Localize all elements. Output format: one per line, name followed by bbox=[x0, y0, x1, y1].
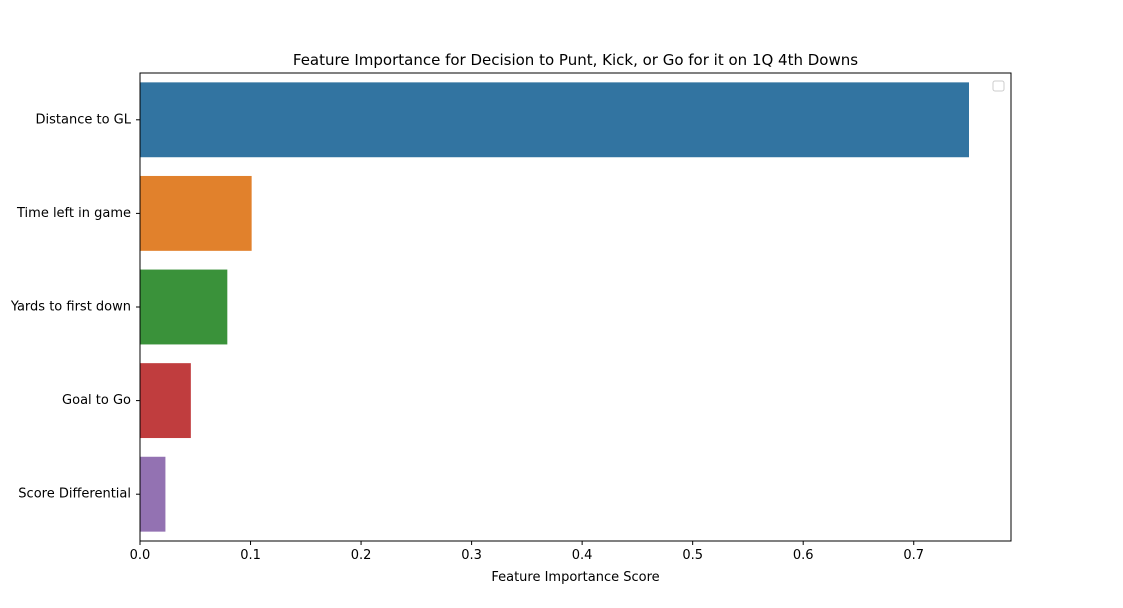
x-tick-label: 0.5 bbox=[682, 548, 703, 563]
bar-yards-to-first-down bbox=[140, 269, 228, 345]
x-tick-label: 0.7 bbox=[903, 548, 924, 563]
bar-score-differential bbox=[140, 456, 166, 532]
x-axis-ticks: 0.0 0.1 0.2 0.3 0.4 0.5 0.6 0.7 bbox=[130, 541, 924, 563]
x-axis-label: Feature Importance Score bbox=[491, 570, 659, 585]
x-tick-label: 0.1 bbox=[240, 548, 261, 563]
bar-distance-to-gl bbox=[140, 82, 969, 158]
x-tick-label: 0.6 bbox=[793, 548, 814, 563]
y-axis-ticks: Distance to GL Time left in game Yards to … bbox=[10, 112, 140, 502]
plot-frame bbox=[139, 72, 1012, 542]
y-tick-label: Goal to Go bbox=[62, 393, 131, 408]
bar-group bbox=[140, 82, 969, 532]
chart-title: Feature Importance for Decision to Punt,… bbox=[293, 51, 858, 69]
x-tick-label: 0.3 bbox=[461, 548, 482, 563]
y-tick-label: Yards to first down bbox=[10, 300, 131, 315]
x-tick-label: 0.0 bbox=[130, 548, 151, 563]
bar-time-left-in-game bbox=[140, 175, 252, 251]
y-tick-label: Score Differential bbox=[18, 487, 131, 502]
x-tick-label: 0.2 bbox=[351, 548, 372, 563]
x-tick-label: 0.4 bbox=[572, 548, 593, 563]
legend-box bbox=[992, 80, 1005, 92]
bar-goal-to-go bbox=[140, 363, 191, 439]
y-tick-label: Time left in game bbox=[16, 206, 131, 221]
y-tick-label: Distance to GL bbox=[36, 112, 132, 127]
